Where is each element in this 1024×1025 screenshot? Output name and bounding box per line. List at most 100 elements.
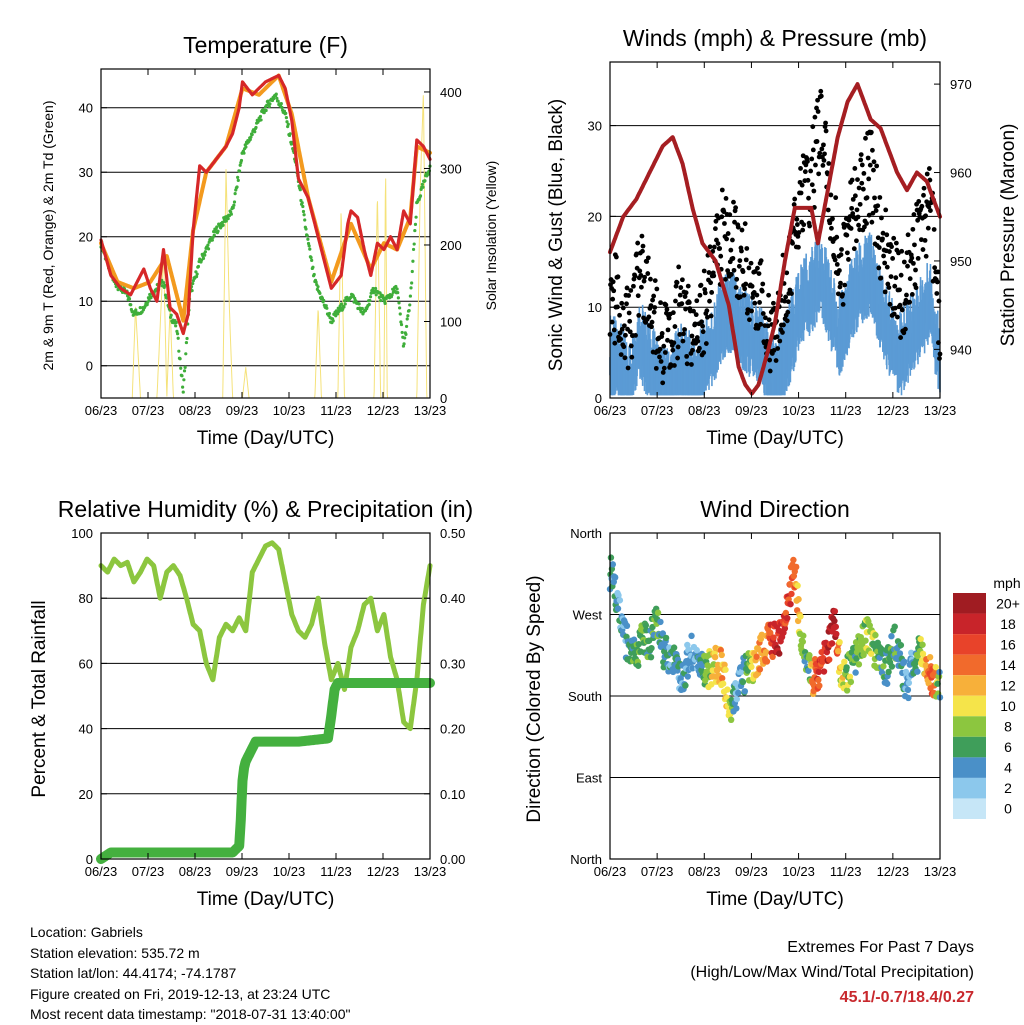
direction-point xyxy=(769,653,776,661)
gust-point xyxy=(659,331,665,336)
gust-point xyxy=(670,347,676,353)
direction-point xyxy=(884,680,891,687)
gust-point xyxy=(869,219,875,225)
gust-point xyxy=(634,251,640,257)
dewpoint-point xyxy=(149,296,153,300)
y2-tick-label: 0.50 xyxy=(440,526,465,541)
colorbar-label: 20+ xyxy=(996,595,1020,611)
gust-point xyxy=(840,292,845,297)
dewpoint-point xyxy=(405,317,409,321)
gust-point xyxy=(891,235,897,241)
direction-point xyxy=(862,637,869,644)
gust-point xyxy=(677,292,683,298)
dewpoint-point xyxy=(138,305,142,310)
y2-tick-label: 940 xyxy=(950,342,972,357)
gust-point xyxy=(907,299,913,305)
gust-point xyxy=(760,281,766,287)
dewpoint-point xyxy=(275,96,279,100)
gust-point xyxy=(666,315,672,321)
gust-point xyxy=(624,301,629,307)
gust-point xyxy=(721,209,727,215)
gust-point xyxy=(658,359,664,364)
direction-point xyxy=(790,556,797,564)
dewpoint-point xyxy=(303,218,307,222)
gust-point xyxy=(733,285,739,290)
dewpoint-point xyxy=(210,238,214,242)
gust-point xyxy=(709,290,715,295)
gust-point xyxy=(890,256,896,261)
gust-point xyxy=(756,271,762,276)
direction-point xyxy=(719,680,727,687)
gust-point xyxy=(715,241,721,246)
gust-point xyxy=(680,338,686,344)
x-tick-label: 06/23 xyxy=(85,864,118,879)
direction-point xyxy=(832,623,840,630)
gust-point xyxy=(852,166,858,171)
direction-point xyxy=(770,634,777,641)
dewpoint-point xyxy=(324,304,328,308)
y-tick-label: 0 xyxy=(86,359,93,374)
gust-point xyxy=(757,300,762,305)
gust-point xyxy=(911,212,917,217)
x-tick-label: 09/23 xyxy=(226,403,259,418)
gust-point xyxy=(697,292,703,298)
gust-point xyxy=(854,207,860,213)
gust-point xyxy=(678,285,684,290)
dewpoint-point xyxy=(404,332,408,336)
colorbar-swatch xyxy=(953,716,986,737)
dewpoint-point xyxy=(396,296,400,300)
x-tick-label: 09/23 xyxy=(226,864,259,879)
dewpoint-point xyxy=(236,178,240,183)
y-tick-label: North xyxy=(570,526,602,541)
direction-point xyxy=(781,625,789,632)
direction-point xyxy=(914,652,922,660)
gust-point xyxy=(700,329,706,335)
direction-point xyxy=(900,658,908,665)
gust-point xyxy=(832,257,838,263)
direction-point xyxy=(831,608,839,615)
gust-point xyxy=(931,227,937,232)
direction-point xyxy=(753,653,760,660)
dewpoint-point xyxy=(239,158,244,163)
gust-point xyxy=(640,243,646,249)
gust-point xyxy=(698,282,704,288)
y2-tick-label: 960 xyxy=(950,166,972,181)
dewpoint-point xyxy=(191,281,195,286)
gust-point xyxy=(674,280,680,285)
direction-point xyxy=(719,675,726,682)
gust-point xyxy=(639,284,644,290)
y-tick-label: 10 xyxy=(588,300,602,315)
gust-point xyxy=(628,343,634,349)
direction-point xyxy=(919,650,927,658)
direction-point xyxy=(866,622,873,629)
gust-point xyxy=(652,278,658,283)
direction-point xyxy=(724,686,731,693)
dewpoint-point xyxy=(336,312,340,316)
gust-point xyxy=(815,97,820,103)
direction-point xyxy=(820,668,828,675)
gust-point xyxy=(658,300,663,306)
direction-point xyxy=(843,664,850,671)
dewpoint-point xyxy=(206,243,210,247)
dewpoint-point xyxy=(395,287,399,291)
dewpoint-point xyxy=(377,295,381,299)
gust-point xyxy=(872,195,877,201)
gust-point xyxy=(684,361,690,367)
y-tick-label: 40 xyxy=(79,101,93,116)
gust-point xyxy=(648,276,653,282)
gust-point xyxy=(701,268,707,274)
colorbar: mph 20+ 18 16 14 12 10 8 6 4 2 0 xyxy=(953,575,1021,819)
gust-point xyxy=(834,261,840,267)
gust-point xyxy=(893,275,899,281)
gust-point xyxy=(660,380,666,386)
gust-point xyxy=(664,307,670,312)
gust-point xyxy=(639,233,645,239)
gust-point xyxy=(814,139,820,144)
dewpoint-point xyxy=(232,203,236,207)
gust-point xyxy=(730,237,735,243)
dewpoint-point xyxy=(259,118,263,122)
gust-point xyxy=(683,306,688,312)
gust-point xyxy=(855,177,860,182)
dewpoint-point xyxy=(182,369,187,373)
dewpoint-point xyxy=(360,306,364,311)
